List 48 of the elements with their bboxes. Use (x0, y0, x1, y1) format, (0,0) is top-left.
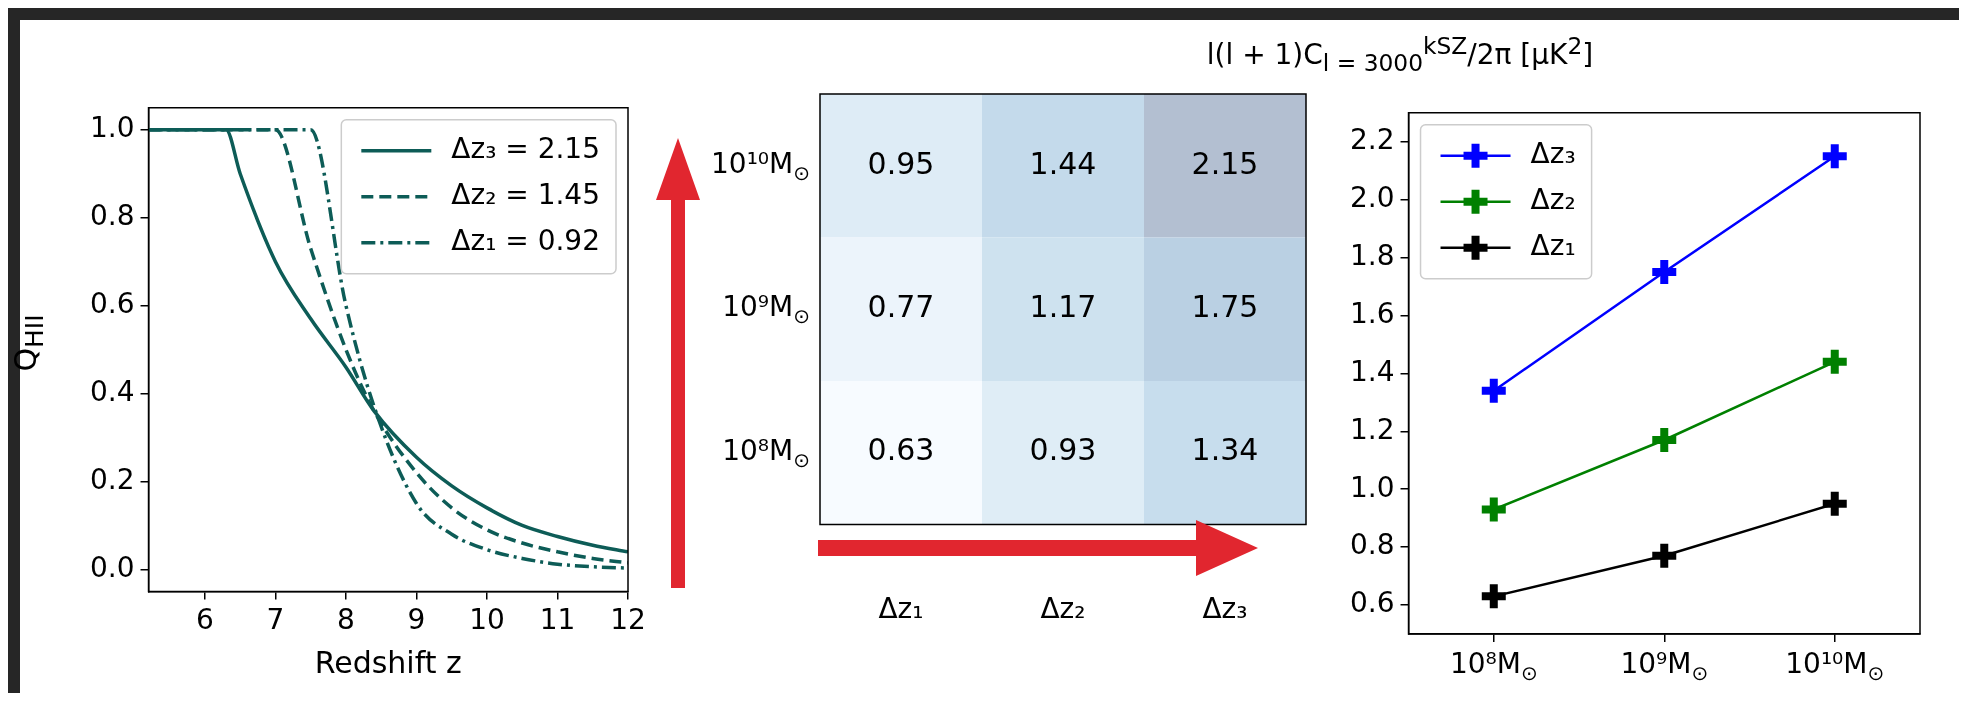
y-tick-label: 10⁹M⊙ (722, 290, 811, 329)
x-tick-label: 7 (266, 603, 285, 637)
data-label: 0.93 (1029, 432, 1097, 468)
data-label: 2.15 (1191, 145, 1259, 181)
legend-label: Δz₃ (1530, 137, 1576, 171)
data-label: 0.95 (867, 145, 935, 181)
y-tick-label: 1.0 (1350, 470, 1395, 504)
y-tick-label: 0.6 (1350, 586, 1395, 620)
y-tick-label: 0.2 (90, 462, 135, 496)
y-tick-label: 1.4 (1350, 354, 1395, 388)
y-tick-label: 0.8 (1350, 528, 1395, 562)
data-label: 1.44 (1029, 145, 1097, 181)
x-tick-label: Δz₂ (1040, 592, 1086, 626)
data-label: 1.17 (1029, 289, 1097, 324)
legend-label: Δz₂ = 1.45 (451, 178, 601, 212)
y-tick-label: 1.6 (1350, 296, 1395, 330)
x-axis-title: Redshift z (314, 644, 462, 680)
data-label: 1.34 (1191, 432, 1259, 468)
text: l(l + 1)C$_{l = 3000}$$^{kSZ}$/2π [μK$^{2}$] (1205, 32, 1595, 77)
legend-label: Δz₂ (1530, 183, 1576, 217)
y-tick-label: 0.8 (90, 198, 135, 232)
y-tick-label: 0.0 (90, 550, 135, 584)
data-label: 1.75 (1191, 289, 1259, 324)
data-label: 0.63 (867, 432, 935, 468)
x-tick-label: 10⁹M⊙ (1620, 647, 1709, 686)
legend-label: Δz₃ = 2.15 (451, 132, 601, 166)
x-tick-label: 8 (337, 603, 355, 637)
legend-label: Δz₁ (1530, 229, 1576, 263)
y-tick-label: 10¹⁰M⊙ (711, 147, 811, 185)
x-tick-label: Δz₁ (878, 592, 924, 626)
y-tick-label: 2.0 (1350, 180, 1395, 214)
y-tick-label: 2.2 (1350, 123, 1395, 157)
data-label: 0.77 (867, 289, 935, 324)
x-tick-label: 12 (610, 603, 646, 637)
x-tick-label: 10 (469, 603, 505, 637)
y-tick-label: 1.2 (1350, 412, 1395, 446)
x-tick-label: 10⁸M⊙ (1449, 647, 1538, 686)
x-tick-label: 6 (196, 603, 214, 637)
y-tick-label: 1.0 (90, 111, 135, 145)
x-tick-label: 11 (539, 603, 576, 637)
x-tick-label: Δz₃ (1202, 592, 1248, 626)
y-tick-label: 1.8 (1350, 238, 1395, 272)
legend-label: Δz₁ = 0.92 (451, 224, 601, 258)
y-tick-label: 10⁸M⊙ (722, 433, 811, 472)
x-tick-label: 9 (407, 603, 426, 637)
y-tick-label: 0.4 (90, 374, 135, 408)
y-tick-label: 0.6 (90, 286, 135, 320)
x-tick-label: 10¹⁰M⊙ (1785, 647, 1885, 686)
